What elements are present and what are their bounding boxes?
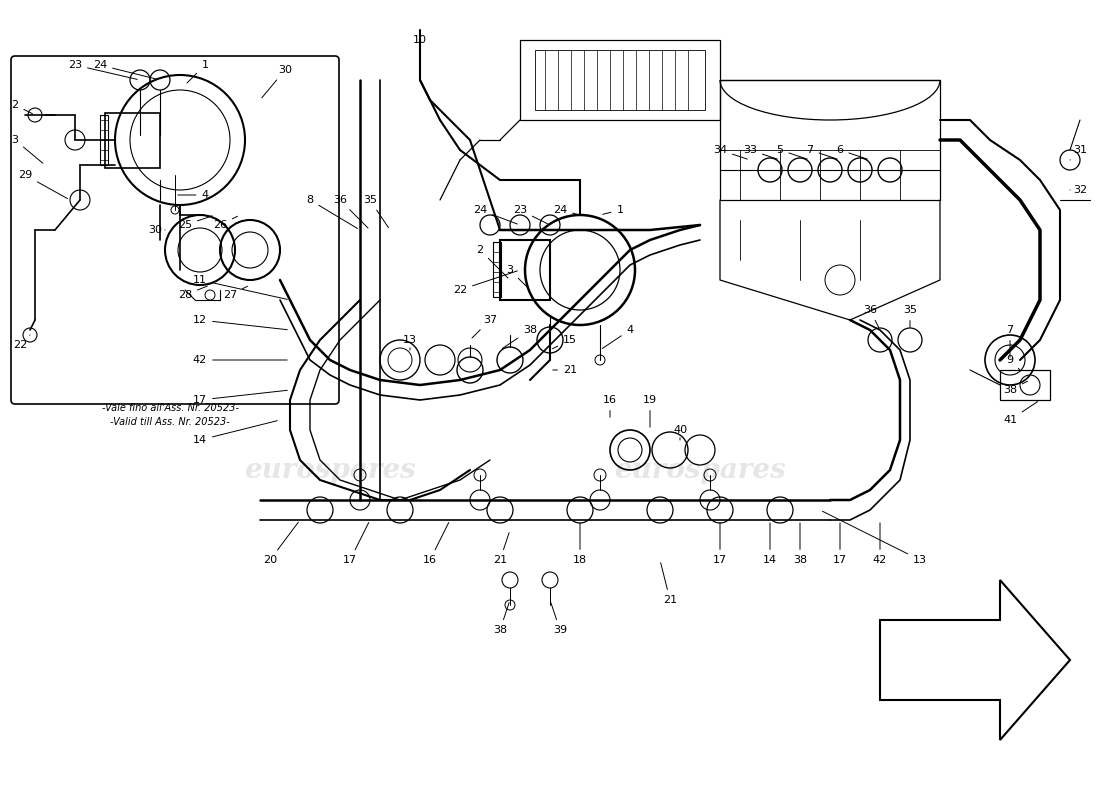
Text: 41: 41: [1003, 402, 1037, 425]
Text: 1: 1: [603, 205, 624, 215]
Text: 17: 17: [713, 522, 727, 565]
Bar: [500, 240, 550, 300]
Text: 22: 22: [453, 271, 517, 295]
Bar: [493, 242, 500, 297]
Text: 9: 9: [1006, 355, 1020, 370]
Text: 7: 7: [1006, 325, 1013, 358]
Text: 34: 34: [713, 145, 747, 159]
Text: 24: 24: [553, 205, 578, 215]
Text: 21: 21: [553, 365, 578, 375]
Text: 39: 39: [551, 602, 568, 635]
Bar: [520, 40, 720, 120]
Text: 42: 42: [873, 522, 887, 565]
Bar: [720, 80, 940, 200]
Text: 30: 30: [262, 65, 292, 98]
Text: 36: 36: [864, 305, 879, 327]
Text: 40: 40: [673, 425, 688, 440]
Text: 4: 4: [178, 190, 209, 200]
Text: 24: 24: [473, 205, 517, 224]
Text: 6: 6: [836, 145, 868, 159]
Text: 14: 14: [763, 522, 777, 565]
Bar: [104, 113, 160, 168]
Bar: [1000, 370, 1050, 400]
Text: 13: 13: [403, 335, 417, 350]
Text: 26: 26: [213, 216, 238, 230]
Text: 1: 1: [187, 60, 209, 83]
Text: 21: 21: [493, 533, 509, 565]
Text: 25: 25: [178, 216, 212, 230]
Text: 35: 35: [903, 305, 917, 327]
Text: 17: 17: [343, 522, 368, 565]
Text: 10: 10: [412, 35, 427, 67]
Text: 29: 29: [18, 170, 67, 198]
Text: 37: 37: [472, 315, 497, 338]
Text: 7: 7: [806, 145, 837, 159]
Text: 15: 15: [552, 335, 578, 349]
Text: 18: 18: [573, 522, 587, 565]
Text: 28: 28: [178, 286, 208, 300]
Text: 38: 38: [793, 522, 807, 565]
Text: 31: 31: [1070, 145, 1087, 160]
Text: 12: 12: [192, 315, 287, 330]
Text: 42: 42: [192, 355, 287, 365]
Text: 13: 13: [823, 511, 927, 565]
Text: 21: 21: [661, 562, 678, 605]
Text: eurospares: eurospares: [244, 457, 416, 483]
Text: -Valid till Ass. Nr. 20523-: -Valid till Ass. Nr. 20523-: [110, 417, 230, 427]
Text: 2: 2: [11, 100, 33, 114]
Text: 36: 36: [333, 195, 369, 228]
Text: -Vale fino all'Ass. Nr. 20523-: -Vale fino all'Ass. Nr. 20523-: [101, 403, 239, 413]
Text: 19: 19: [642, 395, 657, 427]
Text: eurospares: eurospares: [614, 457, 785, 483]
Text: 33: 33: [742, 145, 778, 159]
FancyBboxPatch shape: [11, 56, 339, 404]
Text: 3: 3: [11, 135, 43, 163]
Text: 4: 4: [603, 325, 634, 349]
Text: 38: 38: [503, 325, 537, 349]
Text: 17: 17: [833, 522, 847, 565]
Text: 11: 11: [192, 275, 287, 299]
Text: 3: 3: [506, 265, 528, 288]
Text: 35: 35: [363, 195, 388, 228]
Text: 38: 38: [1003, 382, 1027, 395]
Text: 24: 24: [92, 60, 157, 79]
Text: 14: 14: [192, 421, 277, 445]
Text: 23: 23: [68, 60, 138, 79]
Bar: [535, 50, 705, 110]
Text: 22: 22: [13, 335, 30, 350]
Text: 23: 23: [513, 205, 548, 224]
Text: 16: 16: [424, 522, 449, 565]
Bar: [100, 115, 108, 165]
Text: 5: 5: [777, 145, 807, 159]
Text: 2: 2: [476, 245, 508, 278]
Text: 32: 32: [1070, 185, 1087, 195]
Text: 38: 38: [493, 602, 509, 635]
Text: 20: 20: [263, 522, 298, 565]
Text: 30: 30: [148, 225, 165, 235]
Text: 16: 16: [603, 395, 617, 418]
Text: 27: 27: [223, 286, 248, 300]
Text: 8: 8: [307, 195, 358, 229]
Text: 17: 17: [192, 390, 287, 405]
